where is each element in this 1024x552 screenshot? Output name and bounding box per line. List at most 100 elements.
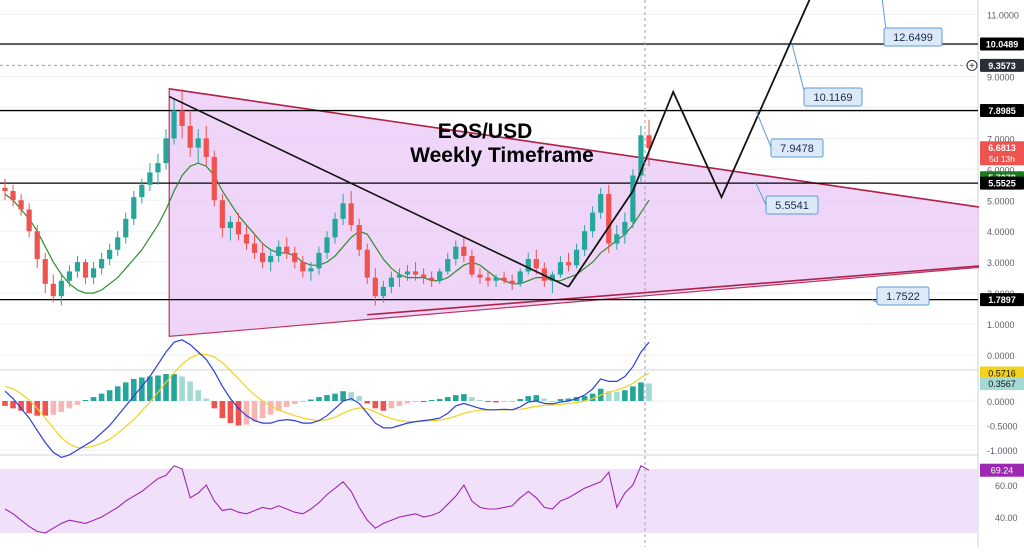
candle-body	[638, 135, 644, 176]
add-alert-icon	[966, 59, 978, 71]
candle-body	[646, 135, 652, 149]
candle-body	[147, 172, 153, 185]
price-tag	[980, 141, 1024, 166]
triangle-lower-edge	[367, 261, 1024, 316]
price-tick-label: 1.0000	[987, 320, 1015, 330]
macd-tick-label: -1.0000	[987, 446, 1018, 456]
macd-histogram-bar	[324, 395, 330, 401]
macd-histogram-bar	[235, 401, 242, 426]
candle-body	[139, 184, 145, 198]
price-tag-label: 9.3573	[988, 61, 1016, 71]
macd-histogram-bar	[428, 400, 435, 402]
callout-label: 10.1169	[814, 92, 853, 104]
candle-body	[557, 262, 564, 275]
candle-body	[42, 259, 48, 284]
macd-histogram-bar	[581, 396, 588, 401]
candle-body	[517, 271, 523, 284]
macd-histogram-bar	[469, 397, 475, 401]
macd-histogram-bar	[436, 399, 443, 401]
candle-body	[429, 277, 435, 281]
macd-histogram-bar	[292, 401, 298, 404]
candle-body	[565, 262, 572, 266]
candle-body	[332, 218, 338, 238]
macd-histogram-bar	[58, 401, 65, 412]
macd-histogram-bar	[477, 400, 483, 402]
macd-histogram-bar	[219, 401, 226, 419]
candle-body	[573, 249, 580, 266]
symmetrical-triangle-pattern	[168, 88, 1024, 338]
macd-histogram-bar	[340, 391, 346, 401]
candle-body	[453, 246, 459, 260]
macd-histogram-bar	[332, 393, 338, 401]
macd-tag	[980, 366, 1024, 380]
callout-box	[883, 27, 943, 47]
candle-body	[630, 175, 636, 222]
macd-histogram-bar	[147, 376, 153, 401]
candle-body	[469, 255, 475, 275]
candle-body	[66, 271, 72, 281]
macd-histogram-bar	[42, 401, 49, 416]
price-tick-label: 11.0000	[987, 11, 1019, 21]
candle-body	[243, 234, 250, 244]
macd-pane	[2, 339, 652, 459]
price-axis: 15.000014.000013.000012.000011.000010.00…	[966, 0, 1024, 547]
price-tick-label: 6.0000	[987, 165, 1015, 175]
macd-histogram-bar	[98, 393, 105, 401]
candle-body	[131, 197, 137, 219]
macd-histogram-bar	[18, 401, 24, 411]
candle-body	[26, 209, 32, 232]
macd-histogram-bar	[364, 401, 371, 404]
macd-histogram-bar	[259, 401, 266, 419]
macd-histogram-bar	[50, 401, 57, 415]
candle-body	[388, 277, 394, 287]
macd-signal-line	[4, 353, 650, 449]
price-tick-label: 7.0000	[987, 134, 1015, 144]
macd-histogram-bar	[420, 401, 427, 402]
rsi-pane	[0, 465, 978, 534]
price-tag-label: 6.6813	[988, 143, 1016, 153]
candle-body	[485, 277, 491, 281]
candle-body	[445, 259, 451, 272]
macd-histogram-bar	[525, 396, 532, 401]
macd-tick-label: 0.0000	[987, 397, 1015, 407]
price-tick-label: 3.0000	[987, 258, 1015, 268]
candle-body	[316, 252, 322, 269]
title-line-1: EOS/USD	[438, 120, 533, 143]
price-tick-label: 0.0000	[987, 351, 1015, 361]
candle-body	[187, 125, 193, 148]
macd-histogram-bar	[187, 381, 193, 401]
callout-label: 1.7522	[886, 291, 920, 303]
macd-histogram-bar	[308, 399, 314, 401]
macd-histogram-bar	[517, 399, 523, 401]
candle-body	[437, 271, 443, 281]
callout-label: 7.9478	[780, 143, 814, 155]
rsi-tick-label: 60.00	[995, 481, 1018, 491]
macd-histogram-bar	[227, 401, 234, 424]
price-tag-label: 5.5525	[988, 179, 1016, 189]
candle-body	[493, 277, 499, 281]
macd-histogram-bar	[605, 391, 612, 401]
candle-body	[227, 221, 233, 229]
macd-histogram-bar	[396, 401, 403, 406]
projection-path	[567, 0, 811, 288]
macd-histogram-bar	[74, 401, 81, 405]
candle-body	[477, 274, 483, 278]
candle-body	[533, 259, 539, 269]
macd-histogram-bar	[404, 401, 411, 404]
candle-body	[396, 274, 403, 278]
candle-body	[590, 212, 596, 232]
candle-body	[525, 259, 531, 272]
candle-body	[195, 138, 201, 148]
candlesticks	[2, 88, 652, 306]
candle-body	[82, 262, 89, 278]
macd-histogram-bar	[211, 401, 218, 409]
price-callouts: 12.6499 10.1169 7.9478 5.5541 1.7522	[755, 0, 943, 306]
candle-body	[58, 280, 64, 297]
macd-histogram-bar	[316, 397, 322, 401]
macd-histogram-bar	[300, 401, 306, 402]
candle-body	[268, 255, 274, 263]
macd-histogram-bar	[485, 401, 491, 402]
candle-body	[171, 110, 177, 139]
macd-histogram-bar	[10, 401, 16, 409]
